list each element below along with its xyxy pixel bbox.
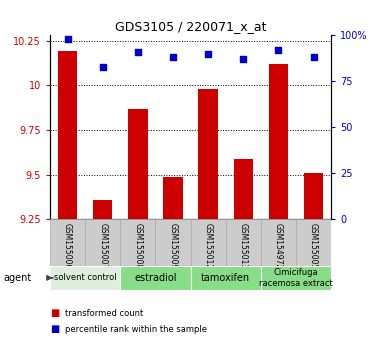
Bar: [163, 177, 182, 219]
Bar: [93, 200, 112, 219]
Text: GSM155009: GSM155009: [169, 223, 177, 269]
Text: solvent control: solvent control: [54, 273, 117, 282]
Bar: [304, 173, 323, 219]
Point: [240, 57, 246, 62]
Bar: [50, 266, 121, 290]
Bar: [226, 219, 261, 266]
Text: ■: ■: [50, 308, 59, 318]
Text: ■: ■: [50, 324, 59, 334]
Point: [275, 47, 281, 53]
Title: GDS3105 / 220071_x_at: GDS3105 / 220071_x_at: [115, 20, 266, 33]
Point: [100, 64, 106, 69]
Bar: [261, 219, 296, 266]
Text: GSM155007: GSM155007: [98, 223, 107, 269]
Point: [205, 51, 211, 57]
Text: agent: agent: [4, 273, 32, 283]
Text: GSM155005: GSM155005: [309, 223, 318, 269]
Bar: [269, 64, 288, 219]
Point: [310, 55, 316, 60]
Bar: [58, 51, 77, 219]
Text: GSM155006: GSM155006: [63, 223, 72, 269]
Point: [65, 36, 71, 42]
Text: percentile rank within the sample: percentile rank within the sample: [65, 325, 208, 334]
Bar: [128, 109, 147, 219]
Text: Cimicifuga
racemosa extract: Cimicifuga racemosa extract: [259, 268, 333, 287]
Text: GSM155008: GSM155008: [133, 223, 142, 269]
Bar: [156, 219, 191, 266]
Bar: [191, 266, 261, 290]
Bar: [121, 219, 156, 266]
Text: transformed count: transformed count: [65, 309, 144, 318]
Bar: [296, 219, 331, 266]
Text: GSM155013: GSM155013: [239, 223, 248, 269]
Bar: [261, 266, 331, 290]
Text: GSM154972: GSM154972: [274, 223, 283, 269]
Text: estradiol: estradiol: [134, 273, 177, 283]
Point: [170, 55, 176, 60]
Bar: [234, 159, 253, 219]
Bar: [85, 219, 120, 266]
Bar: [191, 219, 226, 266]
Text: GSM155012: GSM155012: [204, 223, 213, 269]
Text: tamoxifen: tamoxifen: [201, 273, 250, 283]
Bar: [199, 89, 218, 219]
Bar: [121, 266, 191, 290]
Point: [135, 49, 141, 55]
Bar: [50, 219, 85, 266]
